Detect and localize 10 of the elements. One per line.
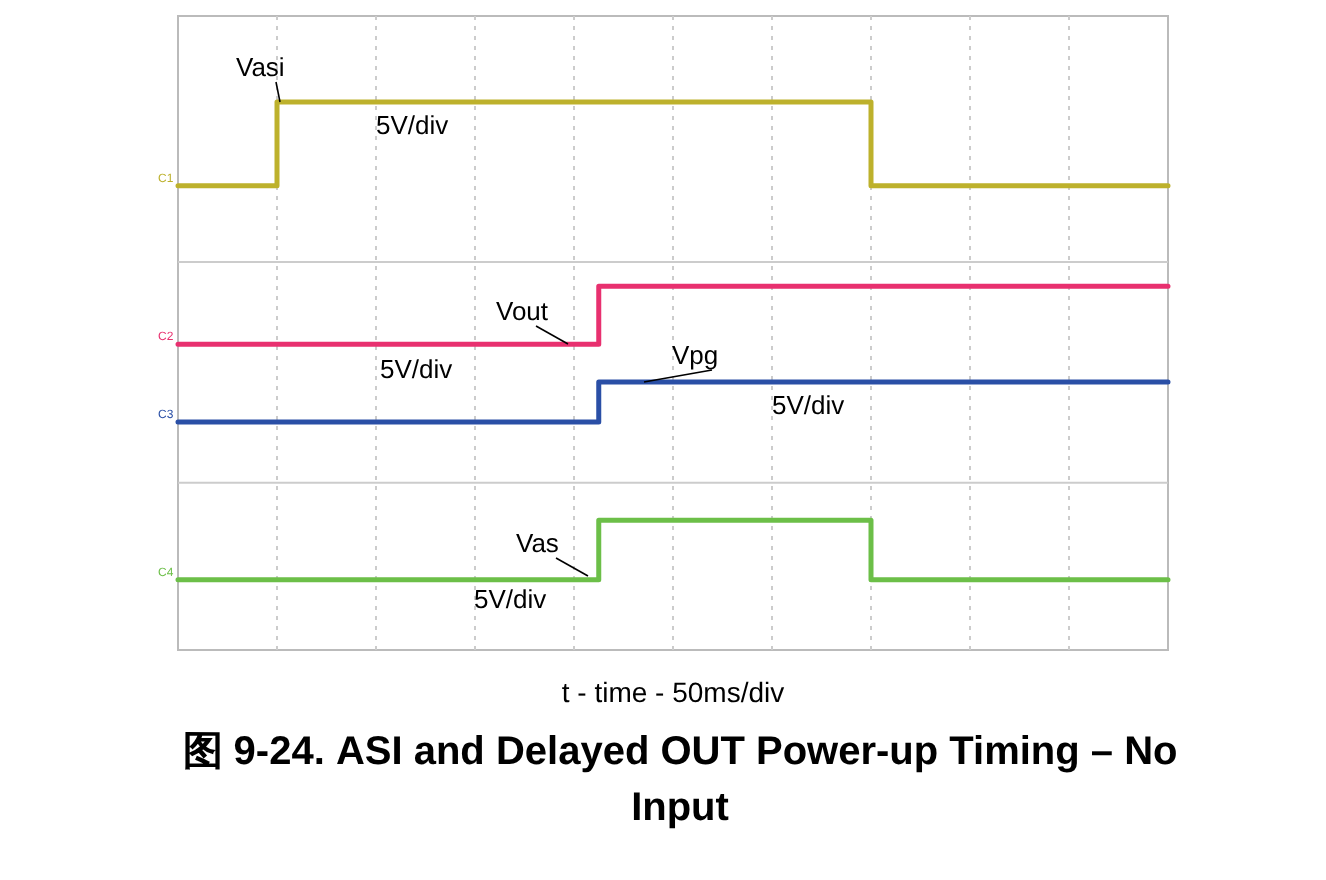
series-label: Vasi [236,52,285,82]
annotation: 5V/div [474,584,548,614]
annotation: 5V/div [772,390,846,420]
series-label: Vas [516,528,560,558]
x-axis-title: t - time - 50ms/div [561,676,785,708]
text: 图 9-24. ASI and Delayed OUT Power-up Timing – No Input [180,728,1180,834]
series-label: Vpg [672,340,719,370]
series-label: Vout [496,296,549,326]
annotation: 5V/div [376,110,450,140]
annotation: 5V/div [380,354,454,384]
